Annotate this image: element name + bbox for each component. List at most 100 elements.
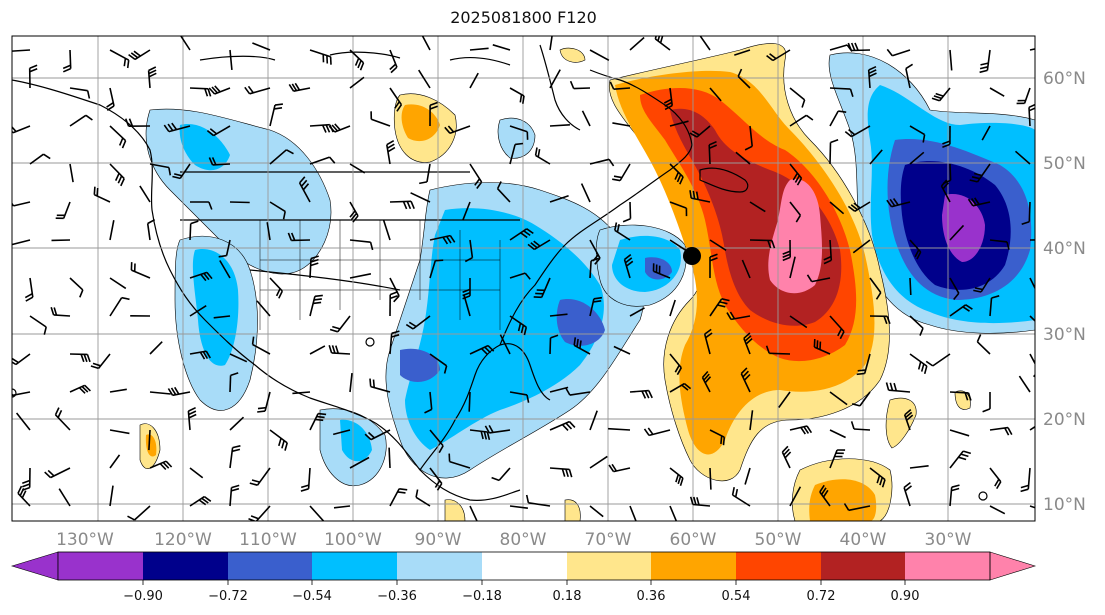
wind-barb-flag [994,478,1000,487]
wind-barb-flag [106,105,115,111]
wind-barb-flag [970,198,977,206]
wind-barb-staff [256,300,271,317]
wind-barb-flag [291,83,298,92]
wind-barb-flag [206,271,213,280]
wind-barb-flag [679,477,684,486]
wind-barb-flag [919,327,924,336]
wind-barb-flag [823,255,832,261]
wind-barb-flag [24,293,33,299]
wind-barb-flag [180,36,183,37]
wind-barb-flag [203,272,210,281]
wind-barb-flag [850,421,855,430]
wind-barb-flag [676,174,682,183]
wind-barb-staff [225,239,231,256]
wind-barb-flag [415,489,419,498]
wind-barb-flag [128,53,136,61]
wind-barb-flag [801,99,806,108]
wind-barb-flag [231,448,241,453]
wind-barb-flag [561,468,566,477]
wind-barb-flag [904,408,912,416]
wind-barb-flag [765,345,770,354]
wind-barb-flag [473,525,479,531]
wind-barb-flag [349,210,356,218]
wind-barb-staff [932,353,951,367]
wind-barb-flag [208,157,214,166]
wind-barb-staff [829,87,851,90]
wind-barb-flag [526,228,534,235]
wind-barb-flag [298,176,306,184]
negative-anomaly-extreme [942,194,985,262]
wind-barb-flag [5,389,9,396]
wind-barb-flag [879,477,884,486]
wind-barb-flag [935,92,944,97]
wind-barb-staff [569,391,591,396]
lat-label: 40°N [1043,239,1086,259]
wind-barb-flag [942,182,949,190]
wind-barb-staff [549,195,569,203]
wind-barb-flag [325,124,331,133]
wind-barb-flag [969,179,978,183]
wind-barb-flag [611,463,618,472]
wind-barb-flag [218,254,227,258]
wind-barb-flag [771,240,776,249]
wind-barb-flag [106,102,114,108]
wind-barb-flag [310,262,319,267]
wind-barb-staff [549,69,561,89]
wind-barb-staff [509,505,528,509]
wind-barb-flag [202,351,209,360]
wind-barb-flag [232,445,241,449]
wind-barb-staff [778,391,791,408]
wind-barb-flag [709,253,718,258]
wind-barb-staff [382,220,391,241]
wind-barb-staff [744,467,751,485]
wind-barb-flag [399,488,408,491]
calm-marker [12,388,17,398]
lat-label: 20°N [1043,410,1086,430]
wind-barb-flag [875,292,882,300]
wind-barb-flag [625,260,634,267]
wind-barb-flag [172,175,181,180]
wind-barb-flag [704,376,712,384]
wind-barb-staff [1029,505,1035,509]
wind-barb-staff [213,315,231,319]
wind-barb-flag [526,394,530,403]
wind-barb-flag [701,370,709,379]
wind-barb-flag [1020,484,1029,489]
wind-barb-staff [229,353,248,363]
wind-barb-flag [275,288,281,297]
wind-barb-staff [811,277,831,283]
wind-barb-staff [549,36,553,51]
wind-barb-staff [229,416,245,431]
wind-barb-flag [525,494,530,503]
wind-barb-flag [321,124,327,133]
wind-barb-flag [974,197,980,205]
wind-barb-flag [806,425,813,434]
wind-barb-flag [573,337,577,346]
wind-barb-flag [62,67,72,73]
wind-barb-flag [613,175,623,179]
wind-barb-staff [709,467,712,490]
wind-barb-flag [679,176,684,185]
wind-barb-flag [294,82,301,91]
lon-label: 50°W [755,530,802,550]
colorbar-label: −0.72 [208,589,248,604]
wind-barb-flag [278,290,284,299]
wind-barb-staff [869,277,882,294]
wind-barb-flag [167,123,174,132]
wind-barb-staff [1029,277,1035,290]
wind-barb-flag [231,484,240,489]
wind-barb-flag [868,65,877,71]
wind-barb-staff [859,391,871,407]
wind-barb-flag [1021,220,1030,226]
lon-label: 70°W [585,530,632,550]
wind-barb-staff [852,239,871,254]
wind-barb-flag [721,298,730,302]
wind-barb-flag [625,257,633,264]
wind-barb-staff [469,47,489,51]
wind-barb-staff [349,273,372,279]
wind-barb-staff [853,428,871,431]
wind-barb-flag [967,198,974,207]
wind-barb-flag [310,258,319,263]
wind-barb-flag [624,253,632,261]
wind-barb-flag [310,255,319,260]
